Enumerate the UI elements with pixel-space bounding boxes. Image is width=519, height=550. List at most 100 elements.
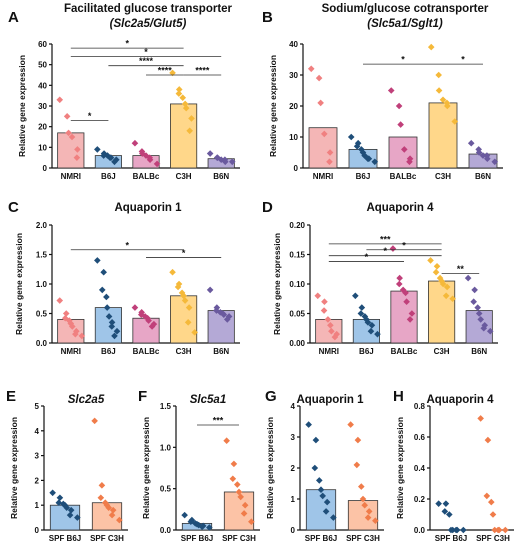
data-point [402,289,409,297]
bar-BALBc [132,317,160,344]
data-point [328,327,335,335]
x-tick-label: BALBc [133,347,160,356]
data-point [146,156,154,164]
data-point [435,87,443,94]
y-tick-label: 3 [291,433,296,442]
y-tick-label: 10 [289,133,298,142]
data-point [452,526,460,534]
data-point [221,158,229,166]
y-tick-label: 0.5 [36,310,48,319]
data-point [408,310,416,317]
y-tick-label: 50 [38,61,47,70]
data-point [361,313,369,320]
data-point [230,460,238,468]
data-point [483,492,491,500]
significance-label: * [401,55,405,65]
x-tick-label: SPF B6J [49,534,81,543]
data-point [486,327,494,335]
data-point [139,150,146,157]
chart-panel-E: E Slc2a5 0 1 2 3 4 5 Relative gene expression SPF… [6,388,128,543]
panel-title: Slc5a1 [190,394,226,406]
data-point [235,488,243,496]
data-point [475,310,483,317]
bar-C3H [428,102,458,169]
y-tick-label: 4 [35,427,40,436]
significance-label: *** [380,234,391,244]
data-point [175,90,183,97]
data-point [330,514,337,521]
y-tick-label: 0.8 [414,402,426,411]
data-point [433,263,441,270]
data-point [364,319,372,326]
y-tick-label: 0 [294,164,299,173]
x-tick-label: SPF B6J [435,534,467,543]
data-point [175,86,183,93]
y-tick-label: 60 [38,40,47,49]
data-point [399,286,407,294]
data-point [220,311,228,318]
panel-subtitle: (Slc5a1/Sglt1) [367,18,443,30]
data-point [153,160,161,168]
data-point [69,323,76,330]
significance-label: **** [158,66,173,76]
data-point [184,319,192,326]
data-point [474,304,481,311]
data-point [400,146,408,153]
data-point [145,317,152,324]
y-tick-label: 1.5 [160,402,172,411]
x-tick-label: C3H [434,347,450,356]
x-tick-label: SPF C3H [90,534,124,543]
data-point [317,486,325,493]
y-tick-label: 2.0 [36,221,48,230]
data-point [467,139,475,147]
data-point [74,146,81,153]
data-point [477,316,485,323]
y-axis-label: Relative gene expression [9,417,19,519]
y-axis-label: Relative gene expression [265,417,275,519]
data-point [65,129,72,137]
data-point [331,333,339,341]
y-tick-label: 4 [291,402,296,411]
x-tick-label: NMRI [313,172,333,181]
data-point [470,298,477,305]
x-tick-label: BALBc [391,347,418,356]
data-point [144,314,151,322]
data-point [72,330,79,338]
y-tick-label: 20 [38,123,47,132]
data-point [475,146,482,153]
data-point [354,436,362,444]
data-point [320,307,328,314]
panel-title: Slc2a5 [68,394,105,406]
data-point [137,311,145,318]
y-tick-label: 2 [35,476,40,485]
panel-title: Sodium/glucose cotransporter [322,3,489,15]
y-tick-label: 0.2 [414,495,426,504]
data-point [451,118,459,125]
significance-label: * [383,246,387,256]
x-tick-label: NMRI [319,347,339,356]
y-tick-label: 5 [35,402,40,411]
data-point [494,526,502,534]
y-tick-label: 0.10 [289,280,305,289]
data-point [484,155,491,162]
data-point [241,501,249,509]
bar-BALBc [388,136,418,169]
chart-panel-B: B Sodium/glucose cotransporter (Slc5a1/Sgl… [262,3,503,181]
data-point [371,158,379,166]
panel-letter: F [138,388,147,405]
data-point [446,511,453,518]
data-point [240,510,248,517]
data-point [105,504,112,511]
significance-label: * [461,55,465,65]
y-tick-label: 1 [291,495,296,504]
data-point [312,436,320,444]
chart-panel-C: C Aquaporin 1 0.0 0.5 1.0 1.5 2.0 Relative gene… [8,199,240,356]
x-tick-label: B6J [101,172,116,181]
data-point [198,523,206,530]
panel-letter: D [262,199,273,216]
x-tick-label: B6N [471,347,487,356]
y-tick-label: 0.00 [289,339,305,348]
data-point [435,71,442,79]
data-point [206,524,213,531]
